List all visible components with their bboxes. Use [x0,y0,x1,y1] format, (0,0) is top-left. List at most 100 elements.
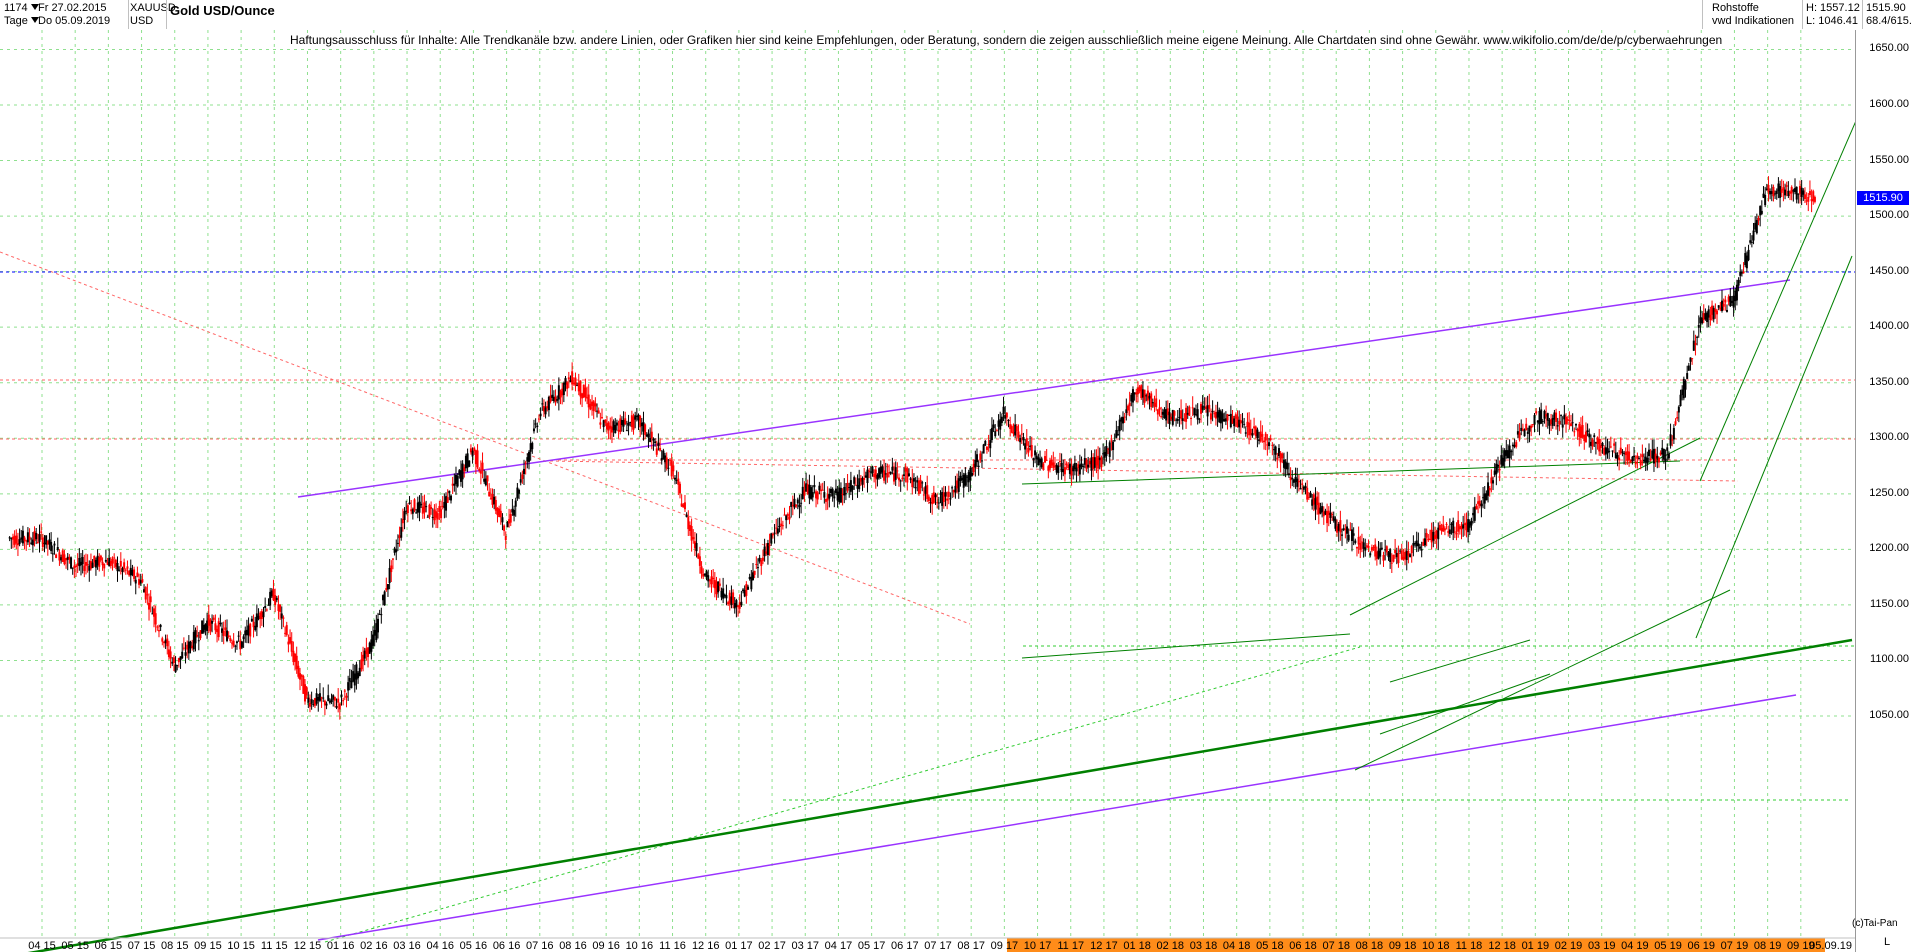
candle-body [639,416,642,428]
candle-body [411,509,414,514]
candle-body [997,420,1000,427]
candle-body [705,571,708,578]
candle-body [174,664,177,673]
candle-body [1068,463,1071,474]
candle-body [230,642,233,644]
candle-body [1238,419,1241,428]
candle-body [841,493,844,495]
candle-body [1797,193,1800,195]
candle-body [781,525,784,527]
candle-body [381,595,384,601]
candle-body [1701,317,1704,324]
candle-body [96,555,99,566]
candle-body [260,611,263,620]
candle-body [1634,461,1637,465]
y-tick-label: 1250.00 [1869,486,1909,499]
candle-body [637,414,640,421]
candle-body [1357,536,1360,545]
candle-body [778,525,781,527]
candle-body [1002,406,1005,414]
candle-body [501,517,504,523]
x-tick-label: 04 16 [426,940,454,952]
candle-body [1684,381,1687,390]
candle-body [1651,450,1654,459]
candle-body [1417,543,1420,547]
candle-body [240,641,243,648]
candle-body [579,380,582,397]
candle-body [909,478,912,480]
long-term-support [27,638,1853,952]
candle-body [586,397,589,399]
candle-body [1764,195,1767,206]
candle-body [292,650,295,663]
candle-body [992,424,995,429]
symbol-id-selector[interactable]: 1174 [4,2,42,15]
candle-body [1739,271,1742,276]
candle-body [523,468,526,475]
candle-body [1779,186,1782,198]
candle-body [1606,448,1609,454]
candle-body [886,472,889,478]
candle-body [929,502,932,504]
candle-body [1540,409,1543,424]
candle-body [670,460,673,477]
candle-body [211,620,214,624]
candle-body [1271,444,1274,446]
candle-body [773,532,776,534]
candle-body [1787,190,1790,197]
candle-body [1384,549,1387,551]
candle-body [664,455,667,463]
candle-body [1538,410,1541,425]
candle-body [937,502,940,504]
candle-body [836,491,839,501]
candle-body [1412,543,1415,546]
x-tick-label: 06 19 [1687,940,1715,952]
candle-body [91,562,94,568]
candle-body [506,521,509,528]
candle-body [941,491,944,506]
green-top-line [1021,460,1681,485]
candle-body [1249,428,1252,435]
period-selector[interactable]: Tage [4,15,42,28]
candle-body [194,630,197,644]
candle-body [1780,189,1783,193]
candle-body [1706,312,1709,323]
candle-body [40,531,43,533]
x-tick-label: 06 15 [95,940,123,952]
candle-body [1326,511,1329,524]
x-tick-label: 03 16 [393,940,421,952]
candle-body [1729,296,1732,307]
candle-body [1453,531,1456,533]
candle-body [1707,309,1710,318]
candle-body [1732,295,1735,308]
candle-body [499,510,502,518]
candle-body [75,565,78,567]
candle-body [1448,529,1451,534]
candle-body [448,490,451,494]
candle-body [131,569,134,576]
candlestick-chart[interactable]: 04 15 05 15 06 15 07 15 08 15 09 15 10 15 11 15… [0,30,1855,952]
candle-body [1483,493,1486,504]
candle-body [1784,189,1787,196]
candle-body [899,480,902,482]
candle-body [1130,394,1133,402]
candle-body [76,563,79,566]
candle-body [471,450,474,457]
candle-body [377,618,379,633]
candle-body [1488,488,1491,491]
candle-body [1794,188,1797,193]
candle-body [1019,437,1022,443]
candle-body [534,423,537,425]
candle-body [479,470,482,474]
candle-body [234,645,237,647]
candle-body [798,504,801,508]
candle-body [440,509,443,519]
candle-body [1365,545,1368,547]
candle-body [1032,458,1035,460]
candle-body [1145,395,1148,397]
candle-body [788,516,791,520]
candle-body [1566,418,1569,421]
candle-body [1423,538,1426,546]
candle-body [904,467,907,472]
candle-body [1334,518,1337,529]
